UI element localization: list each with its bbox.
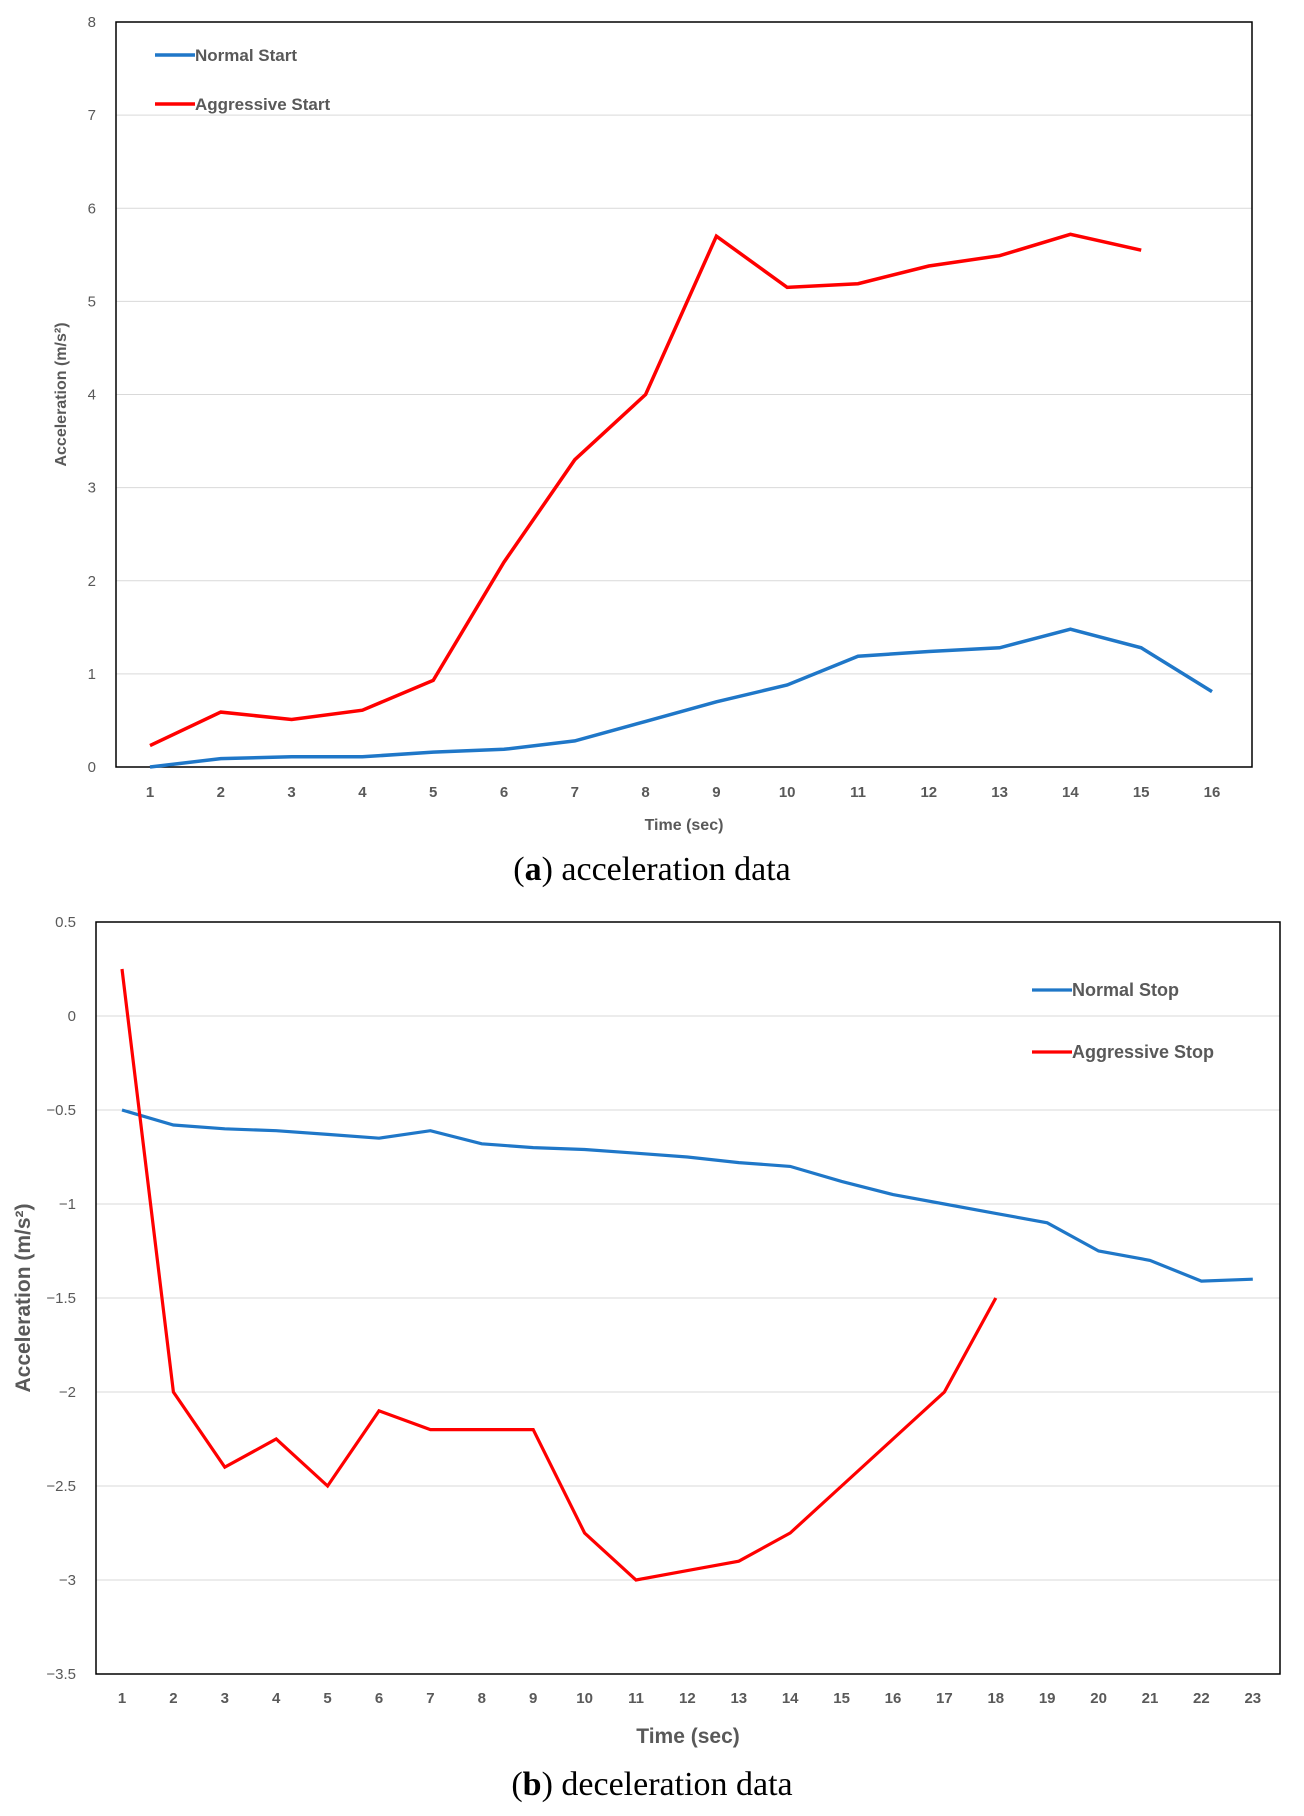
x-tick-label: 21 xyxy=(1142,1690,1159,1707)
y-axis-title: Acceleration (m/s²) xyxy=(53,322,70,466)
legend-label: Normal Stop xyxy=(1072,980,1179,1000)
x-tick-label: 1 xyxy=(118,1690,126,1707)
x-tick-label: 8 xyxy=(641,784,649,801)
y-tick-label: −2 xyxy=(59,1384,76,1401)
legend-label: Normal Start xyxy=(195,46,297,65)
x-tick-label: 12 xyxy=(679,1690,696,1707)
x-axis-title: Time (sec) xyxy=(636,1725,740,1748)
y-tick-label: −1.5 xyxy=(46,1290,76,1307)
x-tick-label: 11 xyxy=(850,784,866,801)
legend-label: Aggressive Start xyxy=(195,95,330,114)
y-tick-label: −3.5 xyxy=(46,1666,76,1683)
x-tick-label: 16 xyxy=(885,1690,902,1707)
x-tick-label: 14 xyxy=(782,1690,799,1707)
x-tick-label: 3 xyxy=(221,1690,229,1707)
x-tick-label: 14 xyxy=(1062,784,1079,801)
series-line-aggressive-start xyxy=(149,232,1142,748)
x-tick-label: 15 xyxy=(833,1690,850,1707)
y-tick-label: −2.5 xyxy=(46,1478,76,1495)
x-tick-label: 3 xyxy=(287,784,295,801)
plot-frame xyxy=(115,21,1253,768)
y-tick-label: 2 xyxy=(88,573,96,590)
x-axis-title: Time (sec) xyxy=(645,817,724,834)
x-tick-label: 10 xyxy=(779,784,796,801)
x-tick-label: 6 xyxy=(375,1690,383,1707)
y-tick-label: −0.5 xyxy=(46,1102,76,1119)
x-tick-label: 23 xyxy=(1244,1690,1261,1707)
x-tick-label: 13 xyxy=(991,784,1008,801)
x-tick-label: 10 xyxy=(576,1690,593,1707)
x-tick-label: 13 xyxy=(730,1690,747,1707)
figure-caption: (b) deceleration data xyxy=(511,1766,792,1803)
x-tick-label: 11 xyxy=(628,1690,644,1707)
y-tick-label: 5 xyxy=(88,293,96,310)
y-tick-label: 0 xyxy=(88,759,96,776)
x-tick-label: 20 xyxy=(1090,1690,1107,1707)
y-axis-title: Acceleration (m/s²) xyxy=(12,1203,35,1392)
y-tick-label: −1 xyxy=(59,1196,76,1213)
y-tick-label: −3 xyxy=(59,1572,76,1589)
x-tick-label: 9 xyxy=(712,784,720,801)
x-tick-label: 12 xyxy=(920,784,937,801)
y-tick-label: 1 xyxy=(88,666,96,683)
series-line-aggressive-stop xyxy=(120,968,998,1582)
x-tick-label: 15 xyxy=(1133,784,1150,801)
series-line-normal-start xyxy=(149,627,1213,769)
y-tick-label: 7 xyxy=(88,107,96,124)
x-tick-label: 4 xyxy=(272,1690,281,1707)
x-tick-label: 2 xyxy=(217,784,225,801)
y-tick-label: 8 xyxy=(88,14,96,31)
y-tick-label: 0.5 xyxy=(55,914,76,931)
x-tick-label: 5 xyxy=(429,784,437,801)
x-tick-label: 22 xyxy=(1193,1690,1210,1707)
chart-b: 0.50−0.5−1−1.5−2−2.5−3−3.51 2 3 4 5 6 7 8 9 10 11 1… xyxy=(12,914,1281,1803)
legend-label: Aggressive Stop xyxy=(1072,1042,1214,1062)
x-tick-label: 9 xyxy=(529,1690,537,1707)
x-tick-label: 7 xyxy=(426,1690,434,1707)
plot-frame xyxy=(95,921,1281,1675)
x-tick-label: 5 xyxy=(323,1690,331,1707)
figure-caption: (a) acceleration data xyxy=(513,851,790,888)
x-tick-label: 18 xyxy=(987,1690,1004,1707)
x-tick-label: 7 xyxy=(571,784,579,801)
x-tick-label: 4 xyxy=(358,784,367,801)
y-tick-label: 0 xyxy=(68,1008,76,1025)
x-tick-label: 6 xyxy=(500,784,508,801)
x-tick-label: 1 xyxy=(146,784,154,801)
y-tick-label: 6 xyxy=(88,200,96,217)
x-tick-label: 19 xyxy=(1039,1690,1056,1707)
y-tick-label: 4 xyxy=(88,387,96,404)
x-tick-label: 2 xyxy=(169,1690,177,1707)
series-line-normal-stop xyxy=(121,1108,1253,1283)
x-tick-label: 8 xyxy=(478,1690,486,1707)
x-tick-label: 17 xyxy=(936,1690,953,1707)
x-tick-label: 16 xyxy=(1204,784,1221,801)
y-tick-label: 3 xyxy=(88,480,96,497)
